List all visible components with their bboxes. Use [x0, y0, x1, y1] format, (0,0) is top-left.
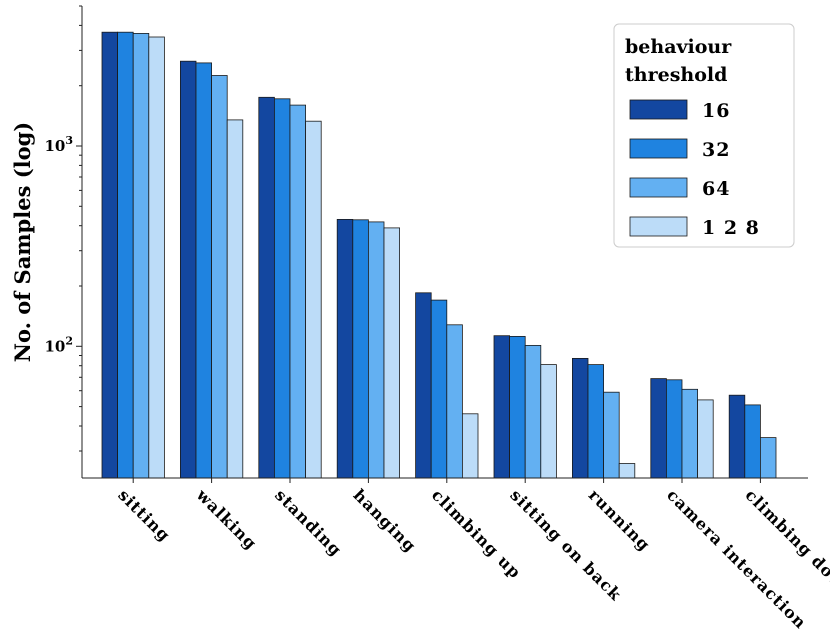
bar-climbing-up-16: [415, 292, 432, 479]
bar-camera-interaction-32: [666, 379, 683, 479]
legend: behaviour threshold 16 32 64 1 2 8: [613, 23, 795, 248]
x-tick-label-standing: standing: [271, 485, 346, 560]
bar-sitting-on-back-64: [524, 344, 542, 479]
bar-climbing-down-32: [744, 404, 761, 479]
bar-standing-128: [305, 120, 322, 479]
bar-running-64: [603, 391, 620, 479]
x-ticks-group: sitting walking standing hanging climbing up…: [114, 478, 830, 629]
bar-camera-interaction-128: [697, 399, 714, 479]
bar-sitting-32: [117, 31, 134, 479]
bar-standing-16: [258, 96, 275, 479]
bar-climbing-down-64: [760, 437, 777, 479]
bar-walking-16: [179, 60, 197, 479]
x-tick-label-sitting: sitting: [114, 485, 174, 545]
y-tick-label: 102: [44, 334, 73, 355]
legend-items: 16 32 64 1 2 8: [629, 99, 760, 239]
legend-swatch-64: [629, 177, 688, 198]
bar-standing-64: [289, 104, 307, 479]
x-tick-label-walking: walking: [192, 485, 261, 554]
bar-walking-32: [195, 62, 213, 479]
legend-title-line-1: behaviour: [625, 36, 732, 58]
bar-hanging-32: [352, 219, 369, 479]
legend-swatch-128: [629, 216, 688, 237]
legend-label-32: 32: [702, 139, 730, 161]
bar-sitting-64: [132, 33, 150, 479]
bar-camera-interaction-16: [650, 378, 667, 479]
legend-label-64: 64: [702, 178, 730, 200]
bar-hanging-16: [336, 218, 354, 479]
bar-hanging-64: [367, 221, 385, 479]
bar-hanging-128: [383, 227, 401, 479]
x-tick-label-running: running: [585, 485, 654, 554]
bar-sitting-on-back-16: [493, 335, 511, 479]
bar-standing-32: [273, 98, 291, 479]
bar-running-32: [587, 364, 605, 479]
x-tick-label-hanging: hanging: [350, 485, 421, 556]
bar-sitting-16: [101, 31, 119, 479]
y-tick-label: 103: [44, 134, 73, 155]
bar-walking-128: [226, 119, 244, 479]
y-axis-label: No. of Samples (log): [10, 122, 35, 363]
bar-camera-interaction-64: [681, 388, 699, 479]
bar-sitting-128: [148, 36, 165, 479]
y-ticks-group: 102 103: [44, 5, 82, 452]
bar-running-16: [572, 357, 589, 479]
bar-climbing-up-32: [430, 299, 448, 479]
bar-running-128: [618, 463, 636, 479]
x-tick-label-camera-interaction: camera interaction: [663, 485, 810, 629]
bar-walking-64: [211, 75, 228, 479]
legend-label-16: 16: [702, 100, 730, 122]
bar-climbing-down-16: [728, 394, 746, 479]
legend-title-line-2: threshold: [625, 64, 727, 86]
bar-climbing-up-128: [461, 413, 479, 479]
bar-sitting-on-back-32: [509, 335, 526, 479]
bar-sitting-on-back-128: [540, 364, 557, 479]
bar-climbing-up-64: [446, 324, 463, 479]
legend-swatch-16: [629, 99, 688, 120]
bars-group: [101, 31, 777, 479]
legend-swatch-32: [629, 138, 688, 159]
legend-label-128: 1 2 8: [702, 217, 760, 239]
